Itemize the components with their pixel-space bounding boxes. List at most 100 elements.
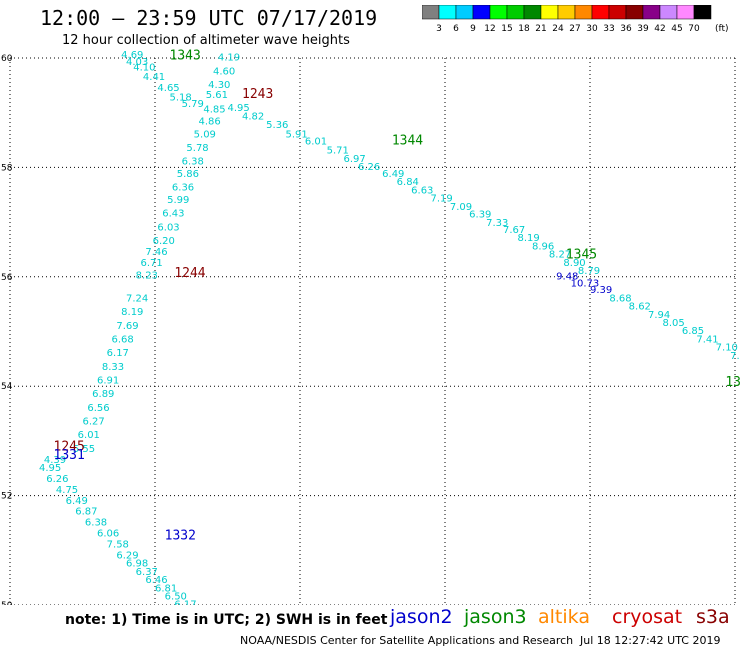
satellite-label-altika: altika <box>538 606 590 628</box>
wave-height-reading: 6.03 <box>157 222 179 233</box>
lat-tick-label: 52 <box>1 492 12 502</box>
wave-height-reading: 6.39 <box>469 210 491 221</box>
wave-height-reading: 6.37 <box>136 567 158 578</box>
credit-text: NOAA/NESDIS Center for Satellite Applica… <box>240 634 574 647</box>
pass-number-label: 1243 <box>242 87 273 102</box>
wave-height-reading: 6.29 <box>116 551 138 562</box>
pass-number-label: 1244 <box>174 266 205 281</box>
wave-height-reading: 6.71 <box>141 258 163 269</box>
wave-height-reading: 4.82 <box>242 111 264 122</box>
wave-height-reading: 4.39 <box>44 455 66 466</box>
wave-height-reading: 6.98 <box>126 559 148 570</box>
wave-height-reading: 6.01 <box>305 136 327 147</box>
legend-label: 27 <box>569 24 580 34</box>
wave-height-reading: 6.26 <box>358 162 380 173</box>
wave-height-reading: 8.68 <box>609 293 631 304</box>
legend-label: 45 <box>671 24 682 34</box>
legend-label: 30 <box>586 24 598 34</box>
wave-height-map[interactable]: -30-27-24-21-18-156058565452504.694.034.… <box>0 0 740 605</box>
wave-height-reading: 6.97 <box>344 154 366 165</box>
wave-height-reading: 6.38 <box>182 157 204 168</box>
wave-height-reading: 6.17 <box>107 348 129 359</box>
wave-height-reading: 8.19 <box>121 307 143 318</box>
color-scale-legend: 3 6 9 12 15 18 21 24 27 30 33 36 39 42 45 70 (ft) <box>422 5 729 34</box>
lat-tick-label: 60 <box>1 54 13 64</box>
wave-height-reading: 7.93 <box>730 351 740 362</box>
legend-label: 70 <box>688 24 700 34</box>
pass-number-label: 1344 <box>725 375 740 390</box>
wave-height-reading: 4.60 <box>213 66 235 77</box>
wave-height-reading: 6.36 <box>172 182 194 193</box>
wave-height-reading: 6.56 <box>87 403 109 414</box>
wave-height-reading: 7.94 <box>648 310 670 321</box>
legend-label: 18 <box>518 24 530 34</box>
wave-height-reading: 4.86 <box>199 117 221 128</box>
wave-height-reading: 6.89 <box>92 389 114 400</box>
wave-height-reading: 4.75 <box>56 485 78 496</box>
wave-height-reading: 6.50 <box>165 592 187 603</box>
wave-height-reading: 8.27 <box>549 250 571 261</box>
legend-swatch <box>693 5 712 20</box>
wave-height-reading: 6.38 <box>85 518 107 529</box>
legend-label: 24 <box>552 24 564 34</box>
wave-height-reading: 5.86 <box>177 169 199 180</box>
legend-label: 39 <box>637 24 649 34</box>
wave-height-reading: 10.73 <box>571 279 600 290</box>
wave-height-reading: 7.19 <box>431 193 453 204</box>
wave-height-reading: 8.19 <box>518 233 540 244</box>
satellite-label-s3a: s3a <box>696 606 730 628</box>
wave-height-reading: 7.58 <box>107 540 129 551</box>
wave-height-reading: 7.69 <box>116 321 138 332</box>
wave-height-reading: 8.62 <box>629 302 651 313</box>
wave-height-reading: 6.49 <box>382 169 404 180</box>
wave-height-reading: 6.87 <box>75 507 97 518</box>
wave-height-reading: 8.90 <box>563 258 585 269</box>
wave-height-reading: 5.71 <box>327 146 349 157</box>
wave-height-reading: 7.41 <box>696 334 718 345</box>
wave-height-reading: 6.20 <box>153 236 175 247</box>
wave-height-reading: 8.33 <box>102 362 124 373</box>
legend-label: 21 <box>535 24 546 34</box>
wave-height-reading: 4.85 <box>203 105 225 116</box>
wave-height-reading: 6.46 <box>145 575 167 586</box>
wave-height-reading: 6.91 <box>97 375 119 386</box>
timestamp: Jul 18 12:27:42 UTC 2019 <box>580 634 721 647</box>
legend-label: 15 <box>501 24 512 34</box>
legend-unit: (ft) <box>715 24 729 34</box>
wave-height-reading: 9.39 <box>590 285 612 296</box>
wave-height-reading: 6.27 <box>83 416 105 427</box>
lat-tick-label: 58 <box>1 163 13 173</box>
wave-height-reading: 4.30 <box>208 80 230 91</box>
wave-height-reading: 5.18 <box>170 93 192 104</box>
pass-number-label: 1332 <box>165 528 196 543</box>
wave-height-reading: 5.09 <box>194 129 216 140</box>
wave-height-reading: 6.63 <box>411 186 433 197</box>
legend-label: 3 <box>436 24 442 34</box>
wave-height-reading: 4.69 <box>121 50 143 61</box>
wave-height-reading: 4.95 <box>228 103 250 114</box>
wave-height-reading: 5.99 <box>167 195 189 206</box>
wave-height-reading: 6.06 <box>97 529 119 540</box>
wave-height-reading: 5.79 <box>182 99 204 110</box>
wave-height-reading: 7.09 <box>450 202 472 213</box>
wave-height-reading: 6.68 <box>112 334 134 345</box>
legend-label: 36 <box>620 24 632 34</box>
wave-height-reading: 6.01 <box>78 430 100 441</box>
wave-height-reading: 5.55 <box>73 444 95 455</box>
wave-height-reading: 5.61 <box>206 90 228 101</box>
legend-label: 6 <box>453 24 459 34</box>
wave-height-reading: 9.48 <box>556 272 578 283</box>
page-subtitle: 12 hour collection of altimeter wave hei… <box>62 33 350 48</box>
wave-height-reading: 8.05 <box>663 318 685 329</box>
wave-height-reading: 4.95 <box>39 463 61 474</box>
wave-height-reading: 6.81 <box>155 583 177 594</box>
lat-tick-label: 50 <box>1 601 13 605</box>
wave-height-reading: 4.10 <box>133 63 155 74</box>
wave-height-reading: 5.91 <box>286 129 308 140</box>
wave-height-reading: 8.79 <box>578 266 600 277</box>
wave-height-reading: 7.46 <box>145 247 167 258</box>
wave-height-reading: 6.17 <box>174 600 196 605</box>
pass-number-label: 1245 <box>54 440 85 455</box>
satellite-label-jason2: jason2 <box>390 606 453 628</box>
satellite-label-jason3: jason3 <box>464 606 527 628</box>
